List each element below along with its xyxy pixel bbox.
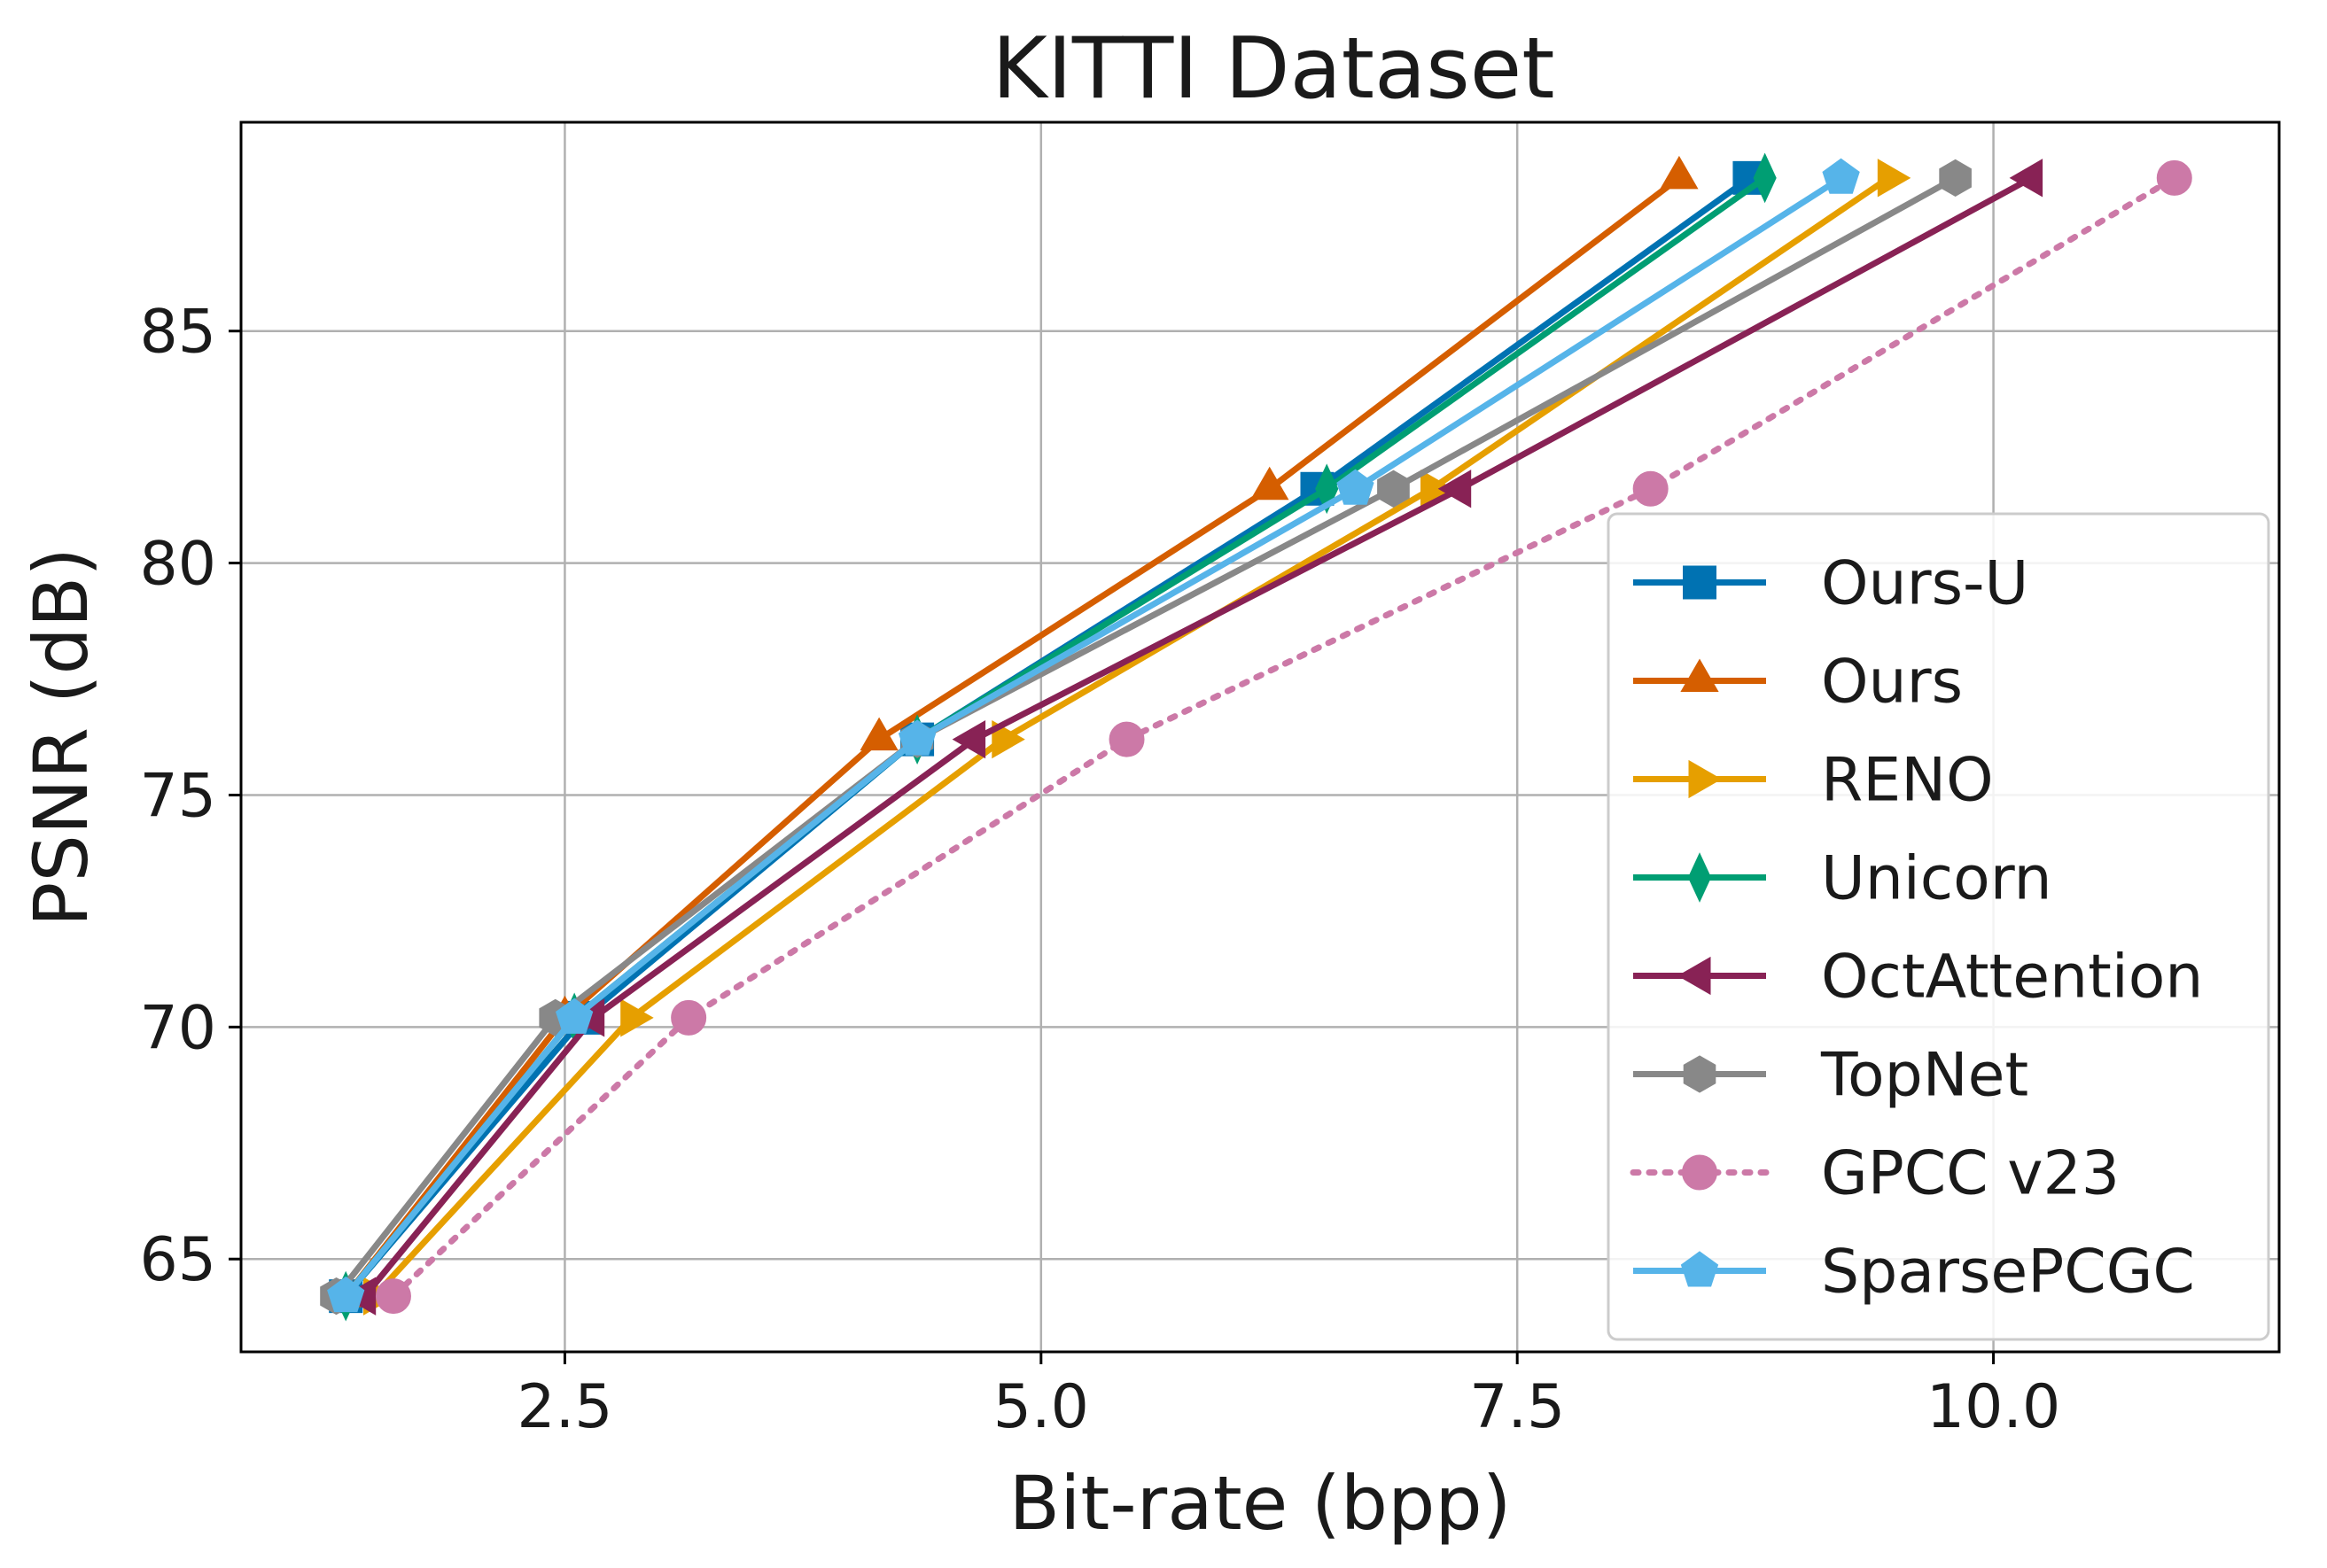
data-point xyxy=(1377,470,1410,508)
legend-entry-gpcc-v23: GPCC v23 xyxy=(1630,1139,2120,1209)
x-axis-label: Bit-rate (bpp) xyxy=(1008,1460,1511,1547)
series-ours-u xyxy=(329,160,1767,1314)
plot-frame xyxy=(239,120,2281,1354)
x-tick-label: 2.5 xyxy=(517,1372,612,1442)
legend-marker xyxy=(1677,956,1711,996)
data-point xyxy=(1250,466,1289,501)
chart-title: KITTI Dataset xyxy=(992,20,1555,118)
axis-ticks: 2.5 5.0 7.5 10.0 65 70 75 80 85 xyxy=(139,298,2060,1442)
legend-entry-sparsepcgc: SparsePCGC xyxy=(1633,1238,2195,1308)
legend-label: TopNet xyxy=(1820,1041,2028,1111)
data-point xyxy=(2009,159,2043,198)
legend-box xyxy=(1607,512,2270,1341)
y-tick-label: 70 xyxy=(139,993,216,1063)
data-point xyxy=(952,719,986,759)
y-axis-label: PSNR (dB) xyxy=(18,547,105,927)
legend-label: Ours-U xyxy=(1821,549,2028,619)
y-tick-label: 85 xyxy=(139,298,216,368)
data-point xyxy=(1437,470,1472,508)
legend-label: Ours xyxy=(1821,648,1963,718)
series-gpcc-v23 xyxy=(375,159,2192,1315)
data-point xyxy=(1336,469,1374,505)
legend-marker xyxy=(1687,852,1712,903)
legend-marker xyxy=(1688,759,1723,799)
legend-label: SparsePCGC xyxy=(1821,1238,2195,1308)
data-point xyxy=(1109,721,1145,757)
legend-label: OctAttention xyxy=(1821,943,2203,1013)
legend-entry-ours-u: Ours-U xyxy=(1633,549,2028,619)
data-point xyxy=(375,1278,411,1315)
legend-marker xyxy=(1682,1154,1717,1191)
data-point xyxy=(1632,470,1669,507)
y-tick-label: 65 xyxy=(139,1225,216,1295)
legend-label: RENO xyxy=(1821,746,1994,816)
legend-label: Unicorn xyxy=(1821,844,2052,914)
data-point xyxy=(898,719,937,756)
data-point xyxy=(1877,159,1911,198)
legend: Ours-U Ours RENO Unicorn OctAttention TopNet G… xyxy=(1607,512,2270,1341)
data-point xyxy=(1660,155,1699,190)
data-point xyxy=(556,997,594,1034)
y-tick-label: 80 xyxy=(139,530,216,600)
data-point xyxy=(327,1276,365,1313)
series-unicorn xyxy=(334,152,1777,1322)
data-point xyxy=(2156,159,2192,196)
data-point xyxy=(1753,152,1777,204)
legend-marker xyxy=(1680,1251,1719,1287)
legend-entry-unicorn: Unicorn xyxy=(1633,844,2052,914)
x-tick-label: 10.0 xyxy=(1926,1372,2060,1442)
data-point xyxy=(860,717,899,751)
data-point xyxy=(620,998,654,1037)
legend-marker xyxy=(1683,565,1716,600)
legend-entry-ours: Ours xyxy=(1633,648,1963,718)
legend-marker xyxy=(1683,1055,1716,1093)
data-point xyxy=(1822,158,1860,194)
series-sparsepcgc xyxy=(327,158,1860,1313)
y-tick-label: 75 xyxy=(139,761,216,831)
data-point xyxy=(992,719,1025,759)
legend-entry-topnet: TopNet xyxy=(1633,1041,2028,1111)
data-point xyxy=(671,999,707,1036)
legend-label: GPCC v23 xyxy=(1821,1139,2120,1209)
legend-entry-octattention: OctAttention xyxy=(1633,943,2203,1013)
series-line xyxy=(343,175,1752,1299)
data-point xyxy=(1939,159,1972,198)
series-line xyxy=(343,175,1767,1299)
x-tick-label: 7.5 xyxy=(1469,1372,1565,1442)
legend-marker xyxy=(1680,658,1719,692)
legend-entry-reno: RENO xyxy=(1633,746,1994,816)
series-layer xyxy=(320,152,2192,1322)
x-tick-label: 5.0 xyxy=(993,1372,1089,1442)
